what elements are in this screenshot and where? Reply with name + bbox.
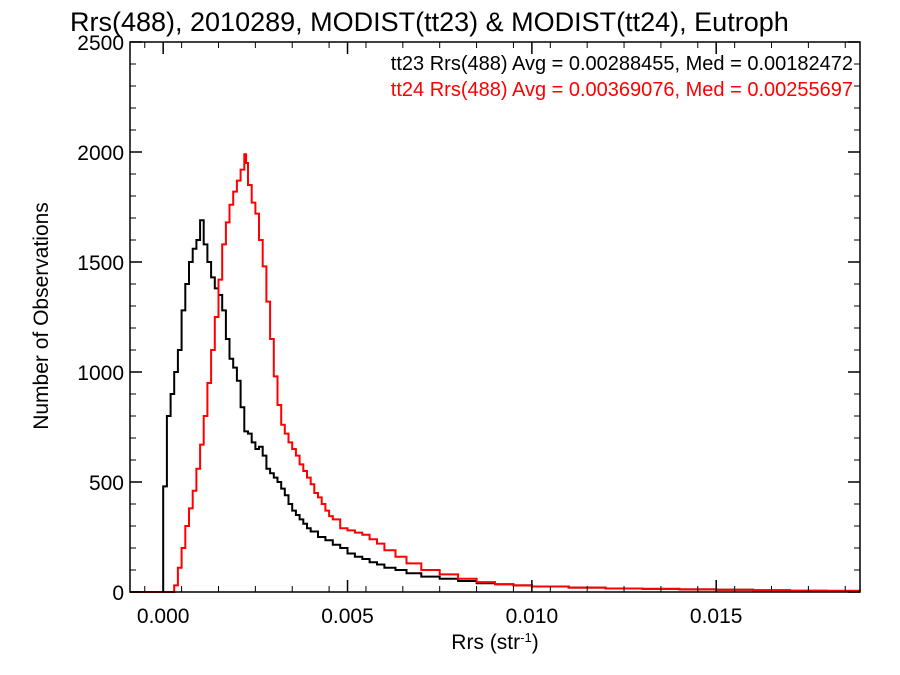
x-tick-label: 0.015 (690, 605, 743, 628)
y-tick-label: 2000 (77, 142, 124, 165)
y-tick-label: 1500 (77, 252, 124, 275)
ticks-layer: 0.000 0.005 0.010 0.015 0 500 1000 1500 2000 2500 (77, 32, 860, 628)
annotation-tt23-stats: tt23 Rrs(488) Avg = 0.00288455, Med = 0.… (391, 53, 853, 75)
plot-frame (129, 41, 861, 593)
y-tick-label: 1000 (77, 362, 124, 385)
x-tick-label: 0.005 (321, 605, 374, 628)
y-axis-label: Number of Observations (30, 202, 53, 430)
series-line-tt23 (130, 219, 861, 593)
chart-title: Rrs(488), 2010289, MODIST(tt23) & MODIST… (70, 7, 789, 37)
x-axis-label-base: Rrs (str (451, 631, 520, 654)
x-tick-label: 0.010 (506, 605, 559, 628)
annotation-tt24-stats: tt24 Rrs(488) Avg = 0.00369076, Med = 0.… (391, 79, 853, 101)
series-layer (130, 153, 861, 593)
y-tick-label: 0 (112, 582, 124, 605)
x-axis-label: Rrs (str-1) (451, 630, 538, 655)
x-axis-label-superscript: -1 (520, 630, 532, 645)
y-tick-label: 500 (89, 472, 124, 495)
x-tick-label: 0.000 (137, 605, 190, 628)
series-line-tt24 (130, 153, 861, 593)
y-tick-label: 2500 (77, 32, 124, 55)
x-axis-label-tail: ) (532, 631, 539, 654)
